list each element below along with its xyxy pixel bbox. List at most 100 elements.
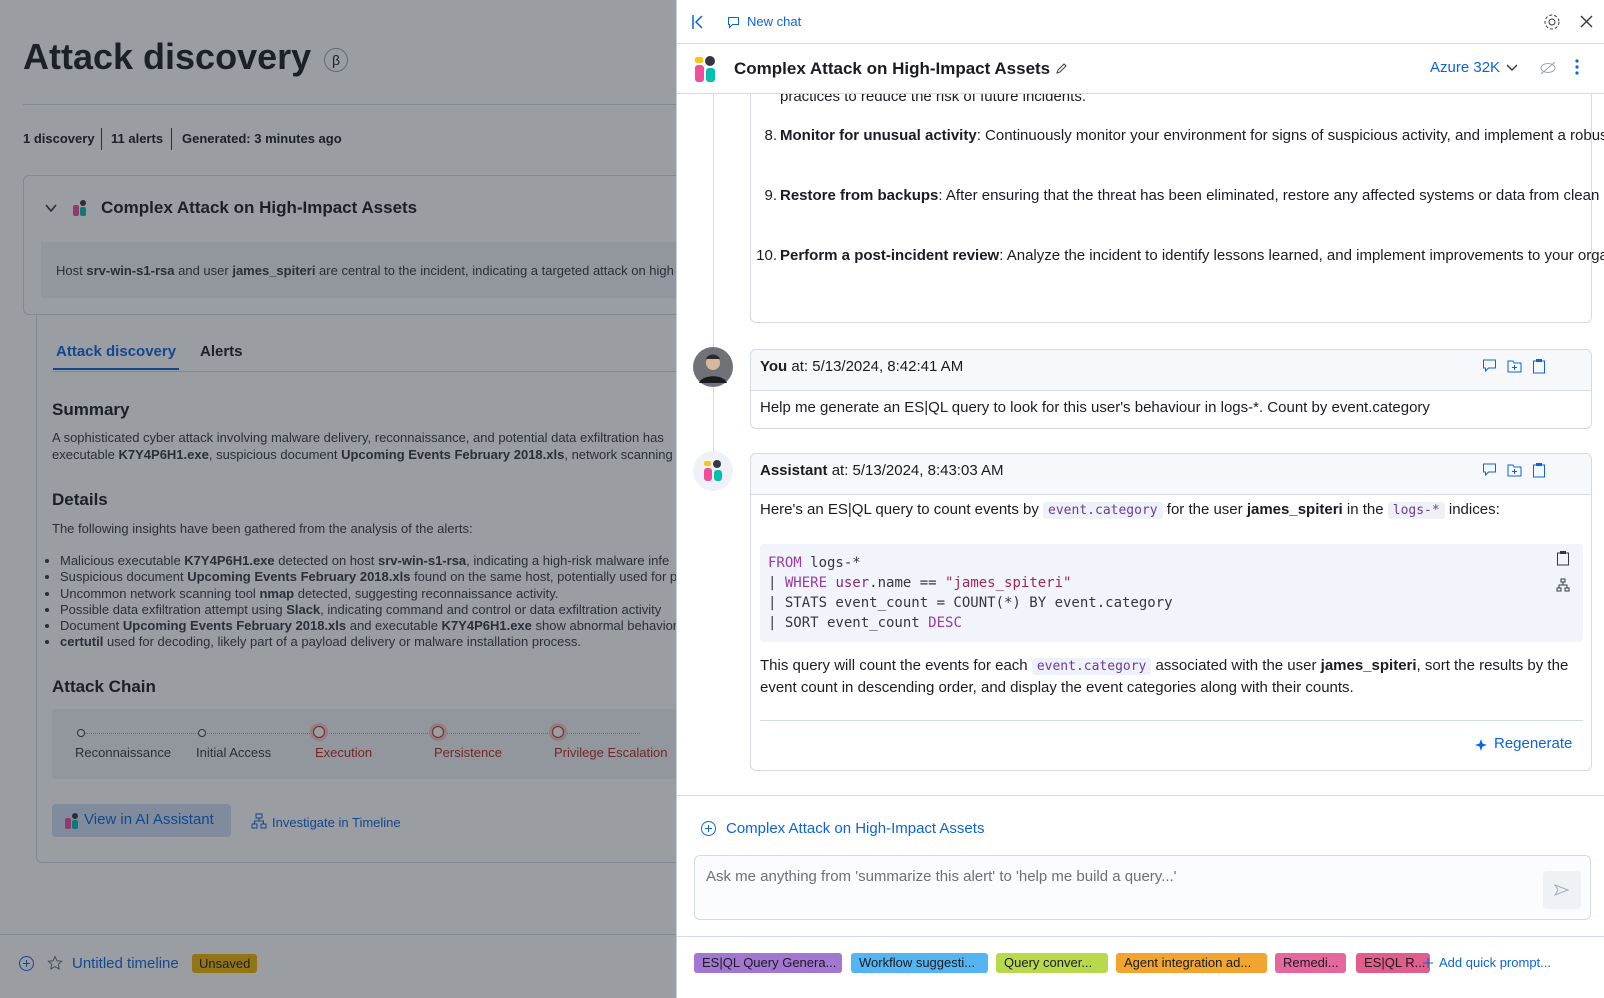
tool: nmap	[259, 585, 295, 601]
anonymize-icon[interactable]	[1539, 60, 1557, 76]
comment-icon[interactable]	[1482, 462, 1497, 478]
timeline-icon	[251, 813, 267, 829]
item-title: Monitor for unusual activity	[780, 127, 977, 144]
summary-line: A sophisticated cyber attack involving m…	[52, 430, 664, 445]
code-text: | SORT event_count	[768, 615, 929, 631]
text: in the	[1342, 501, 1388, 518]
regenerate[interactable]: Regenerate	[1494, 735, 1573, 752]
quick-prompt[interactable]: Agent integration ad...	[1116, 953, 1267, 973]
message-text: practices to reduce the risk of future i…	[780, 94, 1086, 105]
prompt-input[interactable]	[694, 855, 1591, 920]
settings-icon[interactable]	[1543, 13, 1561, 31]
collapse-icon[interactable]	[691, 14, 705, 30]
copy-icon[interactable]	[1532, 358, 1547, 374]
assistant-logo	[695, 56, 715, 82]
keyword: WHERE	[784, 575, 828, 591]
copy-icon[interactable]	[1532, 462, 1547, 478]
text: , indicating command and control or data…	[320, 601, 662, 617]
folder-icon[interactable]	[1507, 462, 1522, 478]
star-icon[interactable]	[47, 955, 63, 971]
close-icon[interactable]	[1580, 15, 1593, 28]
text: and executable	[346, 618, 442, 634]
timeline-name[interactable]: Untitled timeline	[72, 955, 179, 972]
author: You	[760, 358, 788, 375]
chain-dot	[77, 729, 85, 737]
text: Uncommon network scanning tool	[60, 585, 260, 601]
code-line: | STATS event_count = COUNT(*) BY event.…	[768, 593, 1173, 613]
chevron[interactable]	[1506, 64, 1518, 72]
detail: Possible data exfiltration attempt using…	[60, 602, 676, 618]
add-quick-prompt[interactable]: Add quick prompt...	[1439, 955, 1551, 970]
detail: certutil used for decoding, likely part …	[60, 634, 676, 650]
file: K7Y4P6H1.exe	[118, 447, 209, 462]
copy-icon[interactable]	[1556, 550, 1570, 566]
comment-icon[interactable]	[1482, 358, 1497, 374]
tab[interactable]: Alerts	[200, 343, 243, 360]
code-line: FROM logs-*	[768, 553, 1173, 573]
text: This query will count the events for eac…	[760, 657, 1032, 674]
conversation: practices to reduce the risk of future i…	[677, 94, 1604, 794]
edit-icon[interactable]	[1055, 62, 1068, 75]
message-meta: You at: 5/13/2024, 8:42:41 AM	[760, 357, 963, 378]
inline-code: event.category	[1043, 502, 1163, 519]
menu-icon[interactable]	[1574, 58, 1580, 76]
tabs-border	[52, 371, 676, 372]
quick-prompt[interactable]: ES|QL R...	[1356, 953, 1430, 973]
quick-prompt[interactable]: Query conver...	[996, 953, 1108, 973]
item-number: 8.	[764, 127, 777, 144]
code-line: | WHERE user.name == "james_spiteri"	[768, 573, 1173, 593]
send-button[interactable]	[1543, 871, 1581, 909]
timeline-icon[interactable]	[1556, 578, 1570, 592]
code-line: | SORT event_count DESC	[768, 613, 1173, 633]
placeholder: Ask me anything from 'summarize this ale…	[706, 868, 1177, 885]
folder-icon[interactable]	[1507, 358, 1522, 374]
divider	[23, 104, 676, 105]
text: , network scanning w	[564, 447, 676, 462]
chevron[interactable]	[44, 201, 58, 215]
chain-dot	[198, 729, 206, 737]
model-selector[interactable]: Azure 32K	[1430, 59, 1501, 76]
quick-prompt[interactable]: ES|QL Query Genera...	[694, 953, 842, 973]
quick-prompt[interactable]: Remedi...	[1275, 953, 1346, 973]
assistant-flyout: New chat Complex Attack on High-Impact A…	[676, 0, 1604, 998]
plus-icon	[1423, 958, 1433, 968]
investigate-link[interactable]: Investigate in Timeline	[272, 815, 401, 830]
message-text: This query will count the events for eac…	[760, 656, 1580, 698]
item-number: 10.	[756, 247, 777, 264]
sparkle-icon	[1475, 739, 1487, 751]
item-text: Monitor for unusual activity: Continuous…	[780, 126, 1604, 147]
item-text: Perform a post-incident review: Analyze …	[780, 246, 1604, 267]
code-text: logs-*	[801, 555, 861, 571]
field: user	[835, 575, 870, 591]
stat: 11 alerts	[111, 131, 164, 146]
discovery-title[interactable]: Complex Attack on High-Impact Assets	[101, 198, 418, 217]
detail: Uncommon network scanning tool nmap dete…	[60, 586, 676, 602]
file: Upcoming Events February 2018.xls	[122, 618, 347, 634]
keyword: FROM	[768, 555, 802, 571]
add-context-icon[interactable]	[700, 820, 717, 837]
user: james_spiteri	[232, 263, 316, 278]
host: srv-win-s1-rsa	[86, 263, 175, 278]
overlay-mask[interactable]	[0, 0, 676, 998]
text: Here's an ES|QL query to count events by	[760, 501, 1044, 518]
item-text: Restore from backups: After ensuring tha…	[780, 186, 1604, 207]
author: Assistant	[760, 462, 828, 479]
view-button-label[interactable]: View in AI Assistant	[84, 811, 214, 828]
quick-prompt[interactable]: Workflow suggesti...	[851, 953, 988, 973]
text: : Continuously monitor your environment …	[976, 127, 1604, 144]
divider	[677, 93, 1604, 94]
new-chat[interactable]: New chat	[747, 14, 802, 29]
chain-line	[80, 733, 640, 734]
view-button[interactable]	[52, 804, 231, 837]
chain-label: Privilege Escalation	[554, 745, 668, 760]
message-meta: Assistant at: 5/13/2024, 8:43:03 AM	[760, 461, 1004, 482]
headline-box	[41, 242, 676, 298]
inline-code: event.category	[1031, 658, 1152, 675]
add-icon[interactable]	[18, 955, 35, 972]
text: , suspicious document	[208, 447, 342, 462]
stat: Generated: 3 minutes ago	[182, 131, 342, 146]
message-header	[751, 454, 1591, 495]
tab-active[interactable]: Attack discovery	[56, 343, 177, 360]
context-pill[interactable]: Complex Attack on High-Impact Assets	[726, 820, 985, 837]
